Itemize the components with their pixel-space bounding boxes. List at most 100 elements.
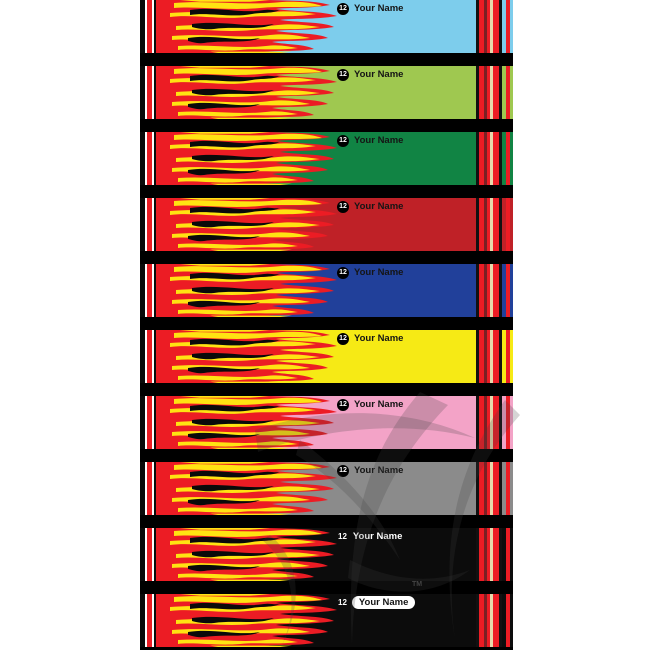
pinstripe: [499, 396, 502, 449]
strip-separator: [140, 119, 513, 132]
pinstripe: [479, 330, 484, 383]
strip-separator: [140, 647, 513, 650]
pinstripe: [487, 264, 490, 317]
pinstripe: [493, 264, 499, 317]
pinstripe: [145, 0, 147, 53]
player-name-text: Your Name: [352, 530, 403, 542]
player-number-badge: 12: [337, 200, 349, 213]
pinstripe: [152, 0, 154, 53]
strip-separator: [140, 251, 513, 264]
pinstripe: [476, 132, 479, 185]
personalization-label: 12 Your Name: [337, 595, 416, 610]
pinstripe: [476, 396, 479, 449]
pinstripe: [147, 66, 152, 119]
pinstripe: [493, 528, 499, 581]
wrap-band: 12 Your Name: [140, 396, 513, 449]
pinstripe: [487, 132, 490, 185]
pinstripe: [484, 264, 487, 317]
pinstripe: [487, 396, 490, 449]
pinstripe: [490, 0, 493, 53]
pinstripe: [487, 66, 490, 119]
pinstripe: [487, 462, 490, 515]
pinstripe: [484, 396, 487, 449]
personalization-label: 12 Your Name: [337, 332, 403, 345]
pinstripe: [493, 330, 499, 383]
pinstripe: [506, 264, 510, 317]
personalization-label: 12 Your Name: [337, 398, 403, 411]
pinstripe: [476, 528, 479, 581]
pinstripe: [493, 198, 499, 251]
strip-separator: [140, 185, 513, 198]
strip-separator: [140, 449, 513, 462]
pinstripe: [484, 594, 487, 647]
pinstripe: [145, 396, 147, 449]
flame-graphic: [140, 264, 340, 317]
player-name-text: Your Name: [354, 68, 404, 80]
pinstripe: [490, 462, 493, 515]
pinstripe: [506, 132, 510, 185]
arrow-wrap-color-variant-black: 12 Your Name: [140, 528, 513, 594]
pinstripe: [479, 132, 484, 185]
pinstripe: [506, 198, 510, 251]
wrap-band: 12 Your Name: [140, 594, 513, 647]
pinstripe: [479, 528, 484, 581]
pinstripe: [487, 594, 490, 647]
pinstripe: [506, 396, 510, 449]
player-number-badge: 12: [338, 531, 347, 541]
pinstripe: [145, 198, 147, 251]
pinstripe: [487, 198, 490, 251]
flame-graphic: [140, 132, 340, 185]
pinstripe: [499, 330, 502, 383]
personalization-label: 12 Your Name: [337, 530, 402, 543]
personalization-label: 12 Your Name: [337, 266, 403, 279]
pinstripe: [152, 264, 154, 317]
pinstripe: [506, 0, 510, 53]
player-name-text: Your Name: [354, 398, 404, 410]
personalization-label: 12 Your Name: [337, 2, 403, 15]
pinstripe: [479, 396, 484, 449]
wrap-color-variants-list: 12 Your Name 12 Your Name: [140, 0, 513, 650]
player-name-text: Your Name: [354, 134, 404, 146]
pinstripe: [490, 528, 493, 581]
pinstripe: [479, 198, 484, 251]
pinstripe: [484, 66, 487, 119]
player-number-badge: 12: [337, 398, 349, 411]
player-name-text: Your Name: [354, 2, 404, 14]
arrow-wrap-color-variant-red: 12 Your Name: [140, 198, 513, 264]
pinstripe: [484, 330, 487, 383]
player-number-badge: 12: [337, 68, 349, 81]
pinstripe: [499, 0, 502, 53]
arrow-wrap-color-variant-black-pill: 12 Your Name: [140, 594, 513, 650]
flame-graphic: [140, 0, 340, 53]
pinstripe: [476, 264, 479, 317]
player-number-badge: 12: [337, 464, 349, 477]
strip-separator: [140, 383, 513, 396]
pinstripe: [479, 594, 484, 647]
player-name-text: Your Name: [354, 266, 404, 278]
pinstripe: [499, 198, 502, 251]
pinstripe: [476, 66, 479, 119]
pinstripe: [490, 132, 493, 185]
wrap-band: 12 Your Name: [140, 0, 513, 53]
pinstripe: [506, 594, 510, 647]
wrap-band: 12 Your Name: [140, 528, 513, 581]
pinstripe: [145, 462, 147, 515]
wrap-band: 12 Your Name: [140, 66, 513, 119]
pinstripe: [499, 132, 502, 185]
pinstripe: [145, 594, 147, 647]
pinstripe: [152, 198, 154, 251]
personalization-label: 12 Your Name: [337, 464, 403, 477]
arrow-wrap-color-variant-lime-green: 12 Your Name: [140, 66, 513, 132]
arrow-wrap-color-variant-light-blue: 12 Your Name: [140, 0, 513, 66]
player-name-text: Your Name: [351, 595, 416, 610]
pinstripe: [152, 396, 154, 449]
strip-separator: [140, 581, 513, 594]
flame-graphic: [140, 66, 340, 119]
pinstripe: [493, 66, 499, 119]
player-name-text: Your Name: [354, 464, 404, 476]
player-name-text: Your Name: [354, 200, 404, 212]
player-name-text: Your Name: [354, 332, 404, 344]
pinstripe: [490, 594, 493, 647]
wrap-band: 12 Your Name: [140, 264, 513, 317]
pinstripe: [490, 396, 493, 449]
